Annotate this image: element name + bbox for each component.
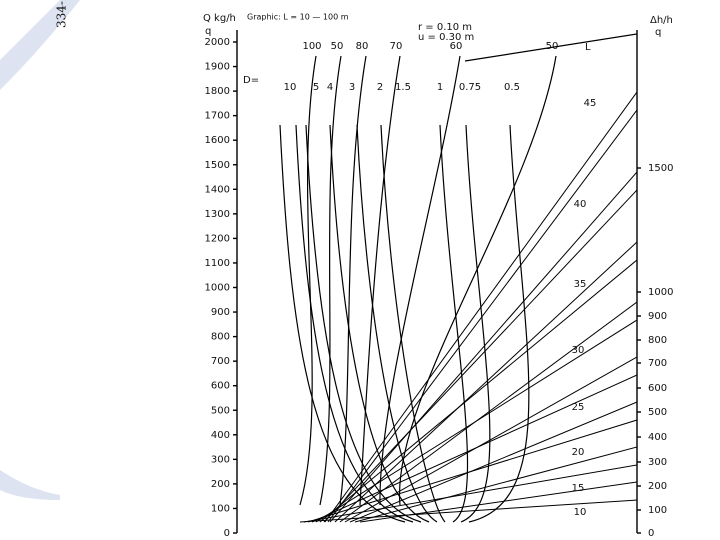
- l-curve-label: 70: [390, 41, 403, 52]
- l-label: L: [585, 42, 591, 53]
- left-tick-label: 1300: [205, 209, 230, 220]
- left-axis-subtitle: q: [205, 26, 211, 37]
- l-curve-label: 50: [331, 41, 344, 52]
- diagonal: [299, 499, 638, 523]
- diagonal: [339, 301, 638, 523]
- left-tick-label: 1700: [205, 111, 230, 122]
- page-number: 334-565: [55, 0, 69, 28]
- d-curve-label: 10: [284, 82, 297, 93]
- header: Graphic: L = 10 — 100 m: [247, 13, 349, 22]
- left-tick-label: 300: [211, 454, 230, 465]
- decoration: [0, 470, 60, 500]
- l-curve-label: 80: [356, 41, 369, 52]
- left-tick-label: 100: [211, 503, 230, 514]
- l-curve-label: 60: [450, 41, 463, 52]
- d-curve: [439, 124, 469, 523]
- d-curve-label: 1: [437, 82, 443, 93]
- left-axis-title: Q kg/h: [203, 13, 236, 24]
- left-tick-label: 600: [211, 381, 230, 392]
- left-tick-label: 1600: [205, 135, 230, 146]
- header: u = 0.30 m: [418, 32, 474, 43]
- left-tick-label: 500: [211, 405, 230, 416]
- d-curve-label: 4: [327, 82, 333, 93]
- diagonal-label: 25: [572, 402, 585, 413]
- d-curve: [468, 124, 530, 523]
- l-curve-label: 100: [302, 41, 321, 52]
- diagonal: [327, 109, 638, 523]
- left-tick-label: 2000: [205, 37, 230, 48]
- diagonal-label: 45: [584, 98, 597, 109]
- l-curve: [379, 55, 461, 506]
- d-curve: [329, 124, 430, 523]
- d-curve: [356, 124, 438, 523]
- left-tick-label: 0: [224, 528, 230, 539]
- right-axis-title: Δh/h: [650, 15, 673, 26]
- diagonal: [329, 171, 638, 523]
- left-tick-label: 200: [211, 479, 230, 490]
- right-axis-subtitle: q: [655, 27, 661, 38]
- diagonal-label: 20: [572, 447, 585, 458]
- right-tick-label: 500: [648, 407, 667, 418]
- l-curve: [464, 33, 638, 62]
- l-curve-label: 50: [546, 41, 559, 52]
- l-curve: [299, 55, 317, 506]
- diagonal-label: 30: [572, 345, 585, 356]
- d-curve: [295, 124, 414, 523]
- left-tick-label: 1500: [205, 160, 230, 171]
- diagonal-label: 10: [574, 507, 587, 518]
- left-tick-label: 1800: [205, 86, 230, 97]
- d-curve-label: 3: [349, 82, 355, 93]
- left-tick-label: 1100: [205, 258, 230, 269]
- diagonal: [349, 401, 638, 523]
- right-tick-label: 400: [648, 432, 667, 443]
- d-curve-label: 0.75: [459, 82, 481, 93]
- header: r = 0.10 m: [418, 22, 472, 33]
- diagonal: [354, 446, 638, 523]
- d-curve: [279, 124, 406, 523]
- d-curve-label: 5: [313, 82, 319, 93]
- left-tick-label: 1400: [205, 184, 230, 195]
- d-curve-label: 2: [377, 82, 383, 93]
- l-curve: [359, 55, 401, 506]
- d-curve: [460, 124, 491, 523]
- diagonal: [324, 91, 638, 523]
- d-curve-label: 1.5: [395, 82, 411, 93]
- left-tick-label: 900: [211, 307, 230, 318]
- diagonal-label: 15: [572, 483, 585, 494]
- right-tick-label: 600: [648, 383, 667, 394]
- diagonal-label: 35: [574, 279, 587, 290]
- diagonal: [319, 259, 638, 523]
- right-tick-label: 800: [648, 335, 667, 346]
- decoration: [0, 0, 80, 90]
- diagonal: [359, 481, 638, 523]
- d-curve: [380, 124, 446, 523]
- diagonal: [334, 241, 638, 523]
- left-tick-label: 400: [211, 430, 230, 441]
- right-tick-label: 1000: [648, 287, 673, 298]
- right-tick-label: 200: [648, 481, 667, 492]
- d-label: D=: [243, 75, 259, 86]
- left-tick-label: 700: [211, 356, 230, 367]
- diagonal: [303, 464, 638, 523]
- right-tick-label: 300: [648, 457, 667, 468]
- right-tick-label: 100: [648, 505, 667, 516]
- right-tick-label: 0: [648, 528, 654, 539]
- right-tick-label: 1500: [648, 163, 673, 174]
- l-curve: [319, 55, 342, 506]
- left-tick-label: 1200: [205, 233, 230, 244]
- diagonal-label: 40: [574, 199, 587, 210]
- d-curve-label: 0.5: [504, 82, 520, 93]
- right-tick-label: 700: [648, 358, 667, 369]
- left-tick-label: 1900: [205, 62, 230, 73]
- diagonal: [344, 356, 638, 523]
- right-tick-label: 900: [648, 311, 667, 322]
- l-curve: [339, 55, 367, 506]
- left-tick-label: 800: [211, 332, 230, 343]
- l-curve: [398, 55, 557, 506]
- diagonal: [323, 189, 638, 523]
- left-tick-label: 1000: [205, 283, 230, 294]
